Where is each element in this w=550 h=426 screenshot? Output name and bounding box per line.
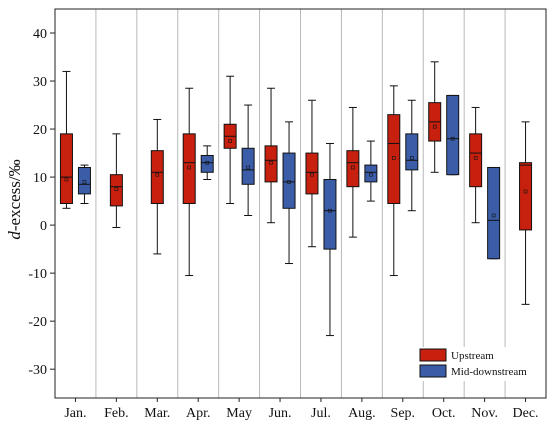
mean-marker: [328, 208, 332, 213]
mean-marker: [391, 156, 396, 160]
mean-marker: [114, 187, 119, 191]
x-tick-label: Jan.: [64, 406, 86, 421]
x-tick-label: Dec.: [513, 406, 539, 421]
upstream-box: [346, 106, 360, 238]
x-tick-label: Mar.: [144, 406, 170, 421]
mid-downstream-box: [77, 164, 91, 204]
box-body: [519, 162, 533, 231]
mid-downstream-box: [446, 94, 460, 176]
box-body: [150, 150, 164, 204]
legend-label: Upstream: [451, 350, 494, 362]
mid-downstream-box: [364, 140, 378, 202]
legend: Upstream Mid-downstream: [418, 347, 542, 381]
upstream-box: [223, 75, 237, 204]
mean-marker: [432, 124, 437, 129]
x-tick-label: May: [226, 406, 252, 421]
upstream-box: [109, 133, 123, 229]
y-tick-label: 20: [33, 123, 47, 138]
mean-marker: [473, 156, 478, 160]
box-body: [446, 94, 460, 176]
mean-marker: [155, 172, 160, 177]
box-body: [59, 133, 73, 204]
mean-marker: [409, 156, 414, 160]
mid-downstream-box: [241, 104, 255, 217]
box-series: [59, 61, 533, 337]
y-tick-label: 0: [40, 219, 47, 234]
upstream-box: [182, 87, 196, 277]
upstream-box: [150, 118, 164, 255]
mean-marker: [205, 160, 210, 165]
mid-downstream-box: [487, 166, 501, 260]
y-tick-label: 40: [33, 27, 47, 42]
mean-marker: [310, 172, 314, 177]
mean-marker: [450, 136, 455, 141]
box-body: [469, 133, 483, 188]
x-tick-label: Jul.: [311, 406, 331, 421]
upstream-box: [387, 85, 401, 277]
plot-frame: [54, 8, 547, 399]
upstream-box: [519, 121, 533, 305]
x-tick-label: Oct.: [432, 406, 456, 421]
mid-downstream-box: [282, 121, 296, 265]
y-axis: 40 30 20 10 0 -10 -20 -30: [28, 27, 55, 378]
y-tick-label: -10: [28, 267, 47, 282]
x-axis: Jan. Feb. Mar. Apr. May Jun. Jul. Aug. Sep. Oct. N…: [64, 398, 539, 421]
upstream-box: [469, 106, 483, 224]
x-tick-label: Jun.: [269, 406, 292, 421]
mean-marker: [269, 160, 273, 165]
box-body: [405, 133, 419, 171]
mean-marker: [523, 189, 528, 194]
mean-marker: [491, 213, 496, 218]
upstream-box: [264, 87, 278, 224]
x-tick-label: Apr.: [186, 406, 211, 421]
box-body: [487, 166, 501, 260]
x-tick-label: Feb.: [104, 406, 129, 421]
y-axis-title-italic: d: [5, 231, 24, 240]
mid-downstream-box: [200, 145, 214, 180]
mean-marker: [187, 165, 192, 170]
y-tick-label: -30: [28, 363, 47, 378]
mean-marker: [82, 180, 87, 184]
y-tick-label: -20: [28, 315, 47, 330]
mean-marker: [287, 180, 291, 184]
y-tick-label: 30: [33, 75, 47, 90]
y-axis-title: d-excess/‰: [5, 159, 24, 239]
mid-downstream-box: [405, 99, 419, 212]
x-tick-label: Aug.: [348, 406, 376, 421]
mid-downstream-box: [323, 142, 337, 337]
upstream-box: [428, 61, 442, 173]
mean-marker: [228, 139, 232, 143]
x-tick-label: Sep.: [391, 406, 416, 421]
legend-label: Mid-downstream: [451, 366, 527, 378]
mean-marker: [351, 165, 355, 170]
y-axis-title-rest: -excess/‰: [5, 159, 24, 231]
mean-marker: [246, 165, 250, 170]
legend-swatch: [419, 364, 447, 378]
month-separators: [95, 9, 506, 398]
mean-marker: [64, 177, 69, 182]
x-tick-label: Nov.: [471, 406, 498, 421]
upstream-box: [59, 70, 73, 209]
upstream-box: [305, 99, 319, 248]
box-body: [323, 178, 337, 250]
mean-marker: [369, 172, 373, 177]
legend-swatch: [419, 348, 447, 362]
y-tick-label: 10: [33, 171, 47, 186]
